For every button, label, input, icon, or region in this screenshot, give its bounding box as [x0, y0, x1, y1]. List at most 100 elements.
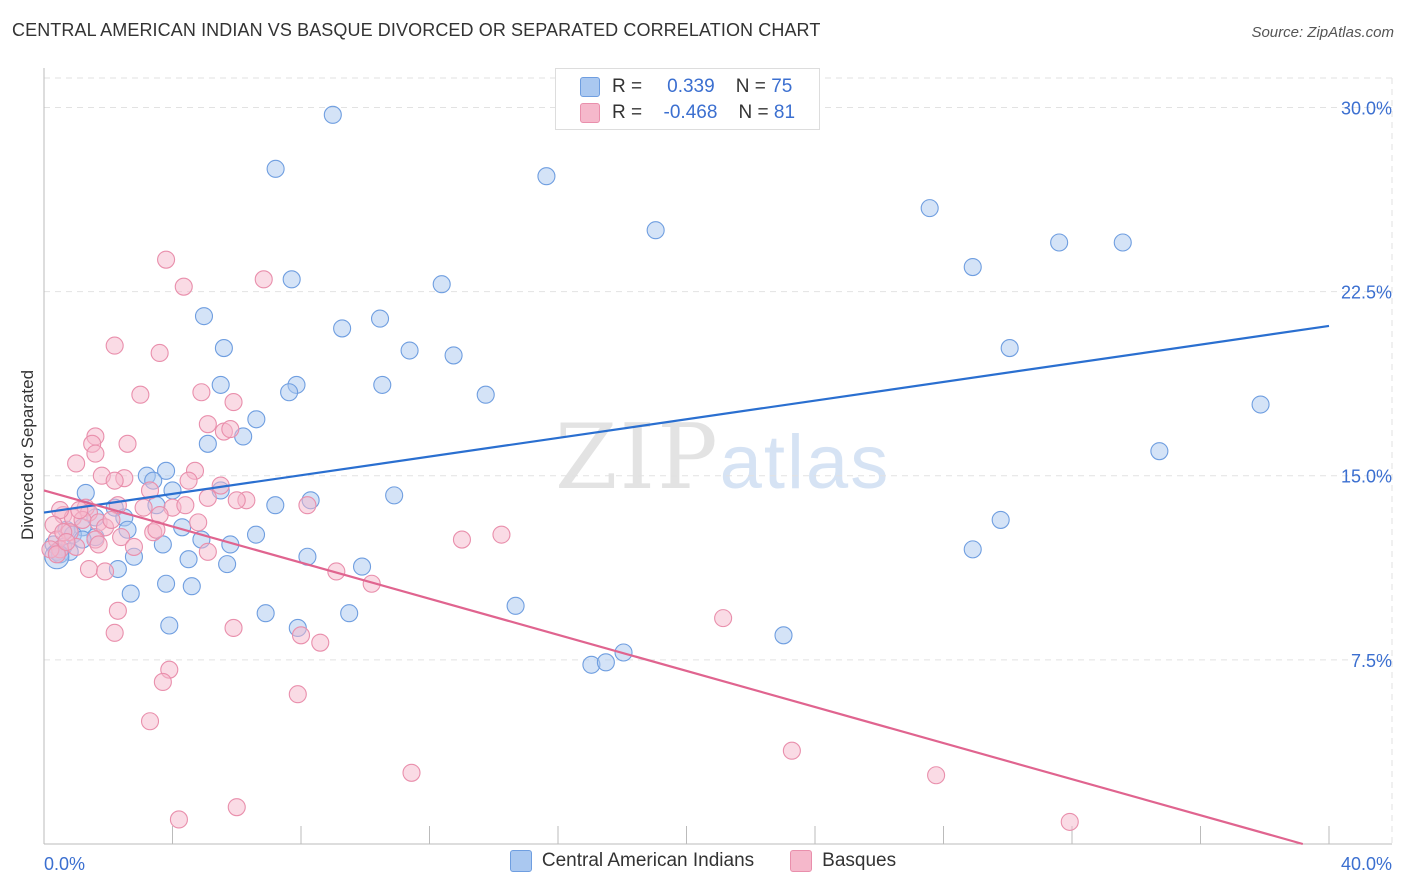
data-point: [920, 199, 939, 218]
data-point: [131, 385, 150, 404]
trend-line: [43, 324, 1330, 514]
data-point: [402, 763, 421, 782]
data-point: [256, 604, 275, 623]
data-point: [373, 375, 392, 394]
data-point: [140, 712, 160, 731]
data-point: [221, 420, 240, 439]
data-point: [333, 319, 352, 338]
data-point: [105, 471, 124, 490]
legend-swatch-pink: [580, 103, 600, 123]
data-point: [400, 341, 419, 360]
y-tick-label: 7.5%: [1351, 651, 1392, 671]
legend-label: Central American Indians: [541, 850, 755, 871]
data-point: [211, 375, 230, 394]
data-point: [86, 444, 105, 463]
data-point: [452, 530, 471, 549]
data-point: [537, 167, 556, 186]
data-point: [492, 525, 511, 544]
data-point: [370, 309, 390, 328]
series-central-american-indians: [44, 105, 1270, 674]
data-point: [105, 336, 124, 355]
data-point: [646, 221, 665, 240]
data-point: [340, 604, 359, 623]
data-point: [112, 528, 131, 547]
legend-row-blue: R = 0.339 N = 75: [580, 74, 792, 100]
data-point: [444, 346, 463, 365]
data-point: [140, 481, 160, 500]
series-basques: [41, 250, 1079, 831]
chart-title: CENTRAL AMERICAN INDIAN VS BASQUE DIVORC…: [12, 20, 821, 40]
legend-item-basques[interactable]: Basques: [790, 850, 896, 872]
data-point: [163, 481, 182, 500]
legend-item-central-american-indians[interactable]: Central American Indians: [509, 850, 755, 872]
legend-r-label: R =: [612, 76, 643, 97]
data-point: [282, 270, 301, 289]
legend-swatch-blue: [509, 850, 532, 872]
data-point: [1251, 395, 1270, 414]
data-point: [288, 685, 307, 704]
data-point: [1150, 442, 1169, 461]
data-point: [182, 577, 201, 596]
legend-n-label: N =: [738, 102, 769, 123]
data-point: [134, 498, 153, 517]
trend-lines: [43, 324, 1330, 846]
axes: [43, 68, 1392, 845]
y-tick-label: 22.5%: [1341, 283, 1392, 303]
y-axis-label: Divorced or Separated: [18, 369, 37, 541]
data-point: [105, 623, 124, 642]
data-point: [153, 672, 172, 692]
data-point: [782, 741, 801, 760]
data-point: [352, 557, 372, 576]
legend-r-value: 0.339: [667, 76, 715, 97]
data-point: [227, 491, 246, 510]
source-label: Source: ZipAtlas.com: [1251, 24, 1394, 41]
data-point: [246, 525, 266, 544]
legend-row-pink: R = -0.468 N = 81: [580, 100, 795, 126]
data-point: [227, 798, 246, 817]
data-point: [70, 501, 89, 520]
series-legend: Central American Indians Basques: [0, 850, 1406, 872]
watermark-atlas: atlas: [719, 420, 891, 505]
data-point: [506, 596, 525, 615]
data-point: [991, 510, 1010, 529]
data-point: [108, 601, 127, 620]
data-point: [118, 434, 137, 453]
data-point: [927, 766, 946, 785]
data-point: [1050, 233, 1069, 252]
data-point: [160, 616, 179, 635]
data-point: [79, 559, 99, 579]
data-point: [174, 277, 193, 296]
data-point: [179, 550, 198, 569]
data-point: [89, 535, 108, 554]
data-point: [323, 105, 342, 124]
data-point: [95, 562, 115, 581]
x-tick-label: 0.0%: [44, 854, 85, 874]
data-point: [157, 461, 176, 480]
data-point: [169, 810, 188, 829]
trend-line: [43, 489, 1304, 846]
data-point: [224, 618, 243, 637]
legend-swatch-blue: [580, 77, 600, 97]
data-point: [218, 555, 237, 574]
watermark-zip: ZIP: [555, 405, 720, 510]
grid-lines: [44, 77, 1393, 844]
data-point: [1113, 233, 1132, 252]
data-point: [192, 383, 211, 402]
data-point: [1000, 339, 1019, 358]
legend-r-label: R =: [612, 102, 643, 123]
y-tick-label: 15.0%: [1341, 467, 1392, 487]
data-point: [476, 385, 495, 404]
data-point: [157, 250, 176, 269]
data-point: [179, 471, 198, 490]
data-point: [254, 270, 273, 289]
data-point: [121, 584, 140, 603]
data-point: [189, 513, 208, 532]
data-point: [150, 343, 169, 363]
data-point: [102, 510, 121, 529]
data-point: [298, 496, 317, 515]
x-tick-label: 40.0%: [1341, 854, 1392, 874]
tick-labels: 7.5% 15.0% 22.5% 30.0% 0.0% 40.0%: [44, 98, 1392, 874]
data-point: [247, 410, 266, 429]
data-point: [176, 496, 195, 515]
data-point: [224, 393, 243, 412]
